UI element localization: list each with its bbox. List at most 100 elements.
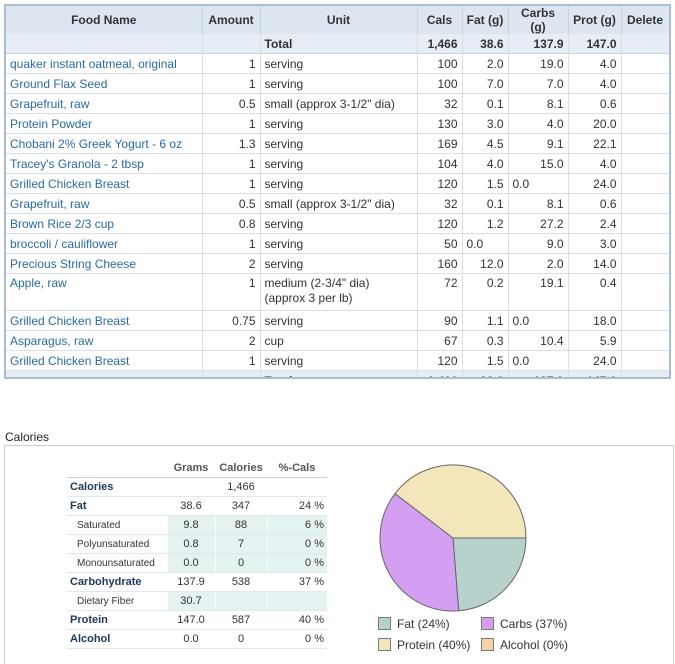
nutrition-row: Carbohydrate 137.9 538 37 %: [67, 572, 327, 592]
prot-value: 24.0: [568, 173, 622, 194]
prot-value: 0.4: [568, 273, 622, 311]
col-cals[interactable]: Cals: [417, 6, 463, 34]
col-food-name[interactable]: Food Name: [6, 6, 203, 34]
food-name-link[interactable]: quaker instant oatmeal, original: [6, 53, 203, 74]
food-name-link[interactable]: Grapefruit, raw: [6, 193, 203, 214]
fat-value: 12.0: [462, 253, 509, 274]
calories-value: 7: [214, 534, 267, 554]
food-name-link[interactable]: Grilled Chicken Breast: [6, 173, 203, 194]
food-row: Grapefruit, raw 0.5 small (approx 3-1/2" d…: [6, 93, 669, 114]
pct-cals-value: 37 %: [267, 572, 327, 592]
prot-value: 18.0: [568, 310, 622, 331]
amount-value: 1.3: [202, 133, 261, 154]
delete-cell[interactable]: [621, 193, 669, 214]
unit-value: small (approx 3-1/2" dia): [260, 193, 418, 214]
grams-value: 0.8: [166, 534, 215, 554]
food-name-link[interactable]: Grilled Chicken Breast: [6, 350, 203, 371]
food-name-link[interactable]: Brown Rice 2/3 cup: [6, 213, 203, 234]
unit-value: cup: [260, 330, 418, 351]
cals-value: 104: [417, 153, 463, 174]
delete-cell[interactable]: [621, 213, 669, 234]
fat-value: 0.1: [462, 93, 509, 114]
fat-value: 0.0: [462, 233, 509, 254]
legend-label: Alcohol (0%): [500, 638, 569, 652]
carbs-value: 9.1: [508, 133, 569, 154]
carbs-value: 9.0: [508, 233, 569, 254]
delete-cell[interactable]: [621, 273, 669, 311]
unit-value: serving: [260, 173, 418, 194]
food-name-link[interactable]: Asparagus, raw: [6, 330, 203, 351]
col-carbs[interactable]: Carbs (g): [508, 6, 569, 34]
delete-cell[interactable]: [621, 330, 669, 351]
food-log-table: Food Name Amount Unit Cals Fat (g) Carbs…: [6, 6, 669, 377]
prot-value: 4.0: [568, 53, 622, 74]
col-calories: Calories: [215, 458, 267, 478]
grams-value: 0.0: [167, 629, 215, 649]
food-name-link[interactable]: Chobani 2% Greek Yogurt - 6 oz: [6, 133, 203, 154]
header-row: Food Name Amount Unit Cals Fat (g) Carbs…: [6, 6, 669, 34]
delete-cell[interactable]: [621, 153, 669, 174]
food-row: Ground Flax Seed 1 serving 100 7.0 7.0 4.0: [6, 73, 669, 94]
nutrition-row: Protein 147.0 587 40 %: [67, 610, 327, 630]
col-unit[interactable]: Unit: [260, 6, 418, 34]
prot-value: 2.4: [568, 213, 622, 234]
delete-cell[interactable]: [621, 310, 669, 331]
fat-value: 0.2: [462, 273, 509, 311]
unit-value: serving: [260, 233, 418, 254]
delete-cell[interactable]: [621, 93, 669, 114]
legend-label: Carbs (37%): [500, 617, 568, 631]
food-row: Brown Rice 2/3 cup 0.8 serving 120 1.2 27.2 2.…: [6, 213, 669, 234]
carbs-value: 19.1: [508, 273, 569, 311]
food-name-link[interactable]: broccoli / cauliflower: [6, 233, 203, 254]
carbs-value: 10.4: [508, 330, 569, 351]
col-delete: Delete: [621, 6, 669, 34]
nutrient-label: Dietary Fiber: [67, 591, 167, 611]
food-name-link[interactable]: Grilled Chicken Breast: [6, 310, 203, 331]
delete-cell[interactable]: [621, 173, 669, 194]
delete-cell[interactable]: [621, 233, 669, 254]
nutrition-header-row: Grams Calories %-Cals: [67, 458, 327, 478]
food-name-link[interactable]: Ground Flax Seed: [6, 73, 203, 94]
amount-value: 0.5: [202, 93, 261, 114]
amount-value: 1: [202, 153, 261, 174]
food-row: Tracey's Granola - 2 tbsp 1 serving 104 4.0 1…: [6, 153, 669, 174]
nutrition-row: Dietary Fiber 30.7: [67, 591, 327, 611]
food-name-link[interactable]: Apple, raw: [6, 273, 203, 311]
amount-value: 0.8: [202, 213, 261, 234]
food-name-link[interactable]: Grapefruit, raw: [6, 93, 203, 114]
nutrition-row: Fat 38.6 347 24 %: [67, 496, 327, 516]
food-row: broccoli / cauliflower 1 serving 50 0.0 9.0 3.…: [6, 233, 669, 254]
unit-value: serving: [260, 73, 418, 94]
col-prot[interactable]: Prot (g): [568, 6, 622, 34]
food-name-link[interactable]: Protein Powder: [6, 113, 203, 134]
legend-item: Protein (40%): [378, 638, 470, 652]
pie-slice-protein: [394, 464, 527, 539]
col-fat[interactable]: Fat (g): [462, 6, 509, 34]
delete-cell[interactable]: [621, 133, 669, 154]
col-amount[interactable]: Amount: [202, 6, 261, 34]
pct-cals-value: 0 %: [266, 553, 327, 573]
amount-value: 1: [202, 173, 261, 194]
total-fat: 38.6: [462, 34, 509, 54]
carbs-value: 15.0: [508, 153, 569, 174]
delete-cell[interactable]: [621, 73, 669, 94]
total-carbs: 137.9: [508, 34, 569, 54]
pie-slice-carbs: [379, 492, 460, 612]
delete-cell[interactable]: [621, 113, 669, 134]
delete-cell[interactable]: [621, 53, 669, 74]
prot-value: 4.0: [568, 153, 622, 174]
food-name-link[interactable]: Tracey's Granola - 2 tbsp: [6, 153, 203, 174]
calories-value: 88: [214, 515, 267, 535]
amount-value: 0.5: [202, 193, 261, 214]
food-row: Chobani 2% Greek Yogurt - 6 oz 1.3 serving…: [6, 133, 669, 154]
nutrient-label: Calories: [67, 477, 167, 497]
food-name-link[interactable]: Precious String Cheese: [6, 253, 203, 274]
food-row: Apple, raw 1 medium (2-3/4" dia) (approx 3…: [6, 273, 669, 311]
legend-label: Protein (40%): [397, 638, 471, 652]
unit-value: small (approx 3-1/2" dia): [260, 93, 418, 114]
delete-cell[interactable]: [621, 253, 669, 274]
cals-value: 32: [417, 193, 463, 214]
cals-value: 72: [417, 273, 463, 311]
delete-cell[interactable]: [621, 350, 669, 371]
fat-value: 4.0: [462, 153, 509, 174]
